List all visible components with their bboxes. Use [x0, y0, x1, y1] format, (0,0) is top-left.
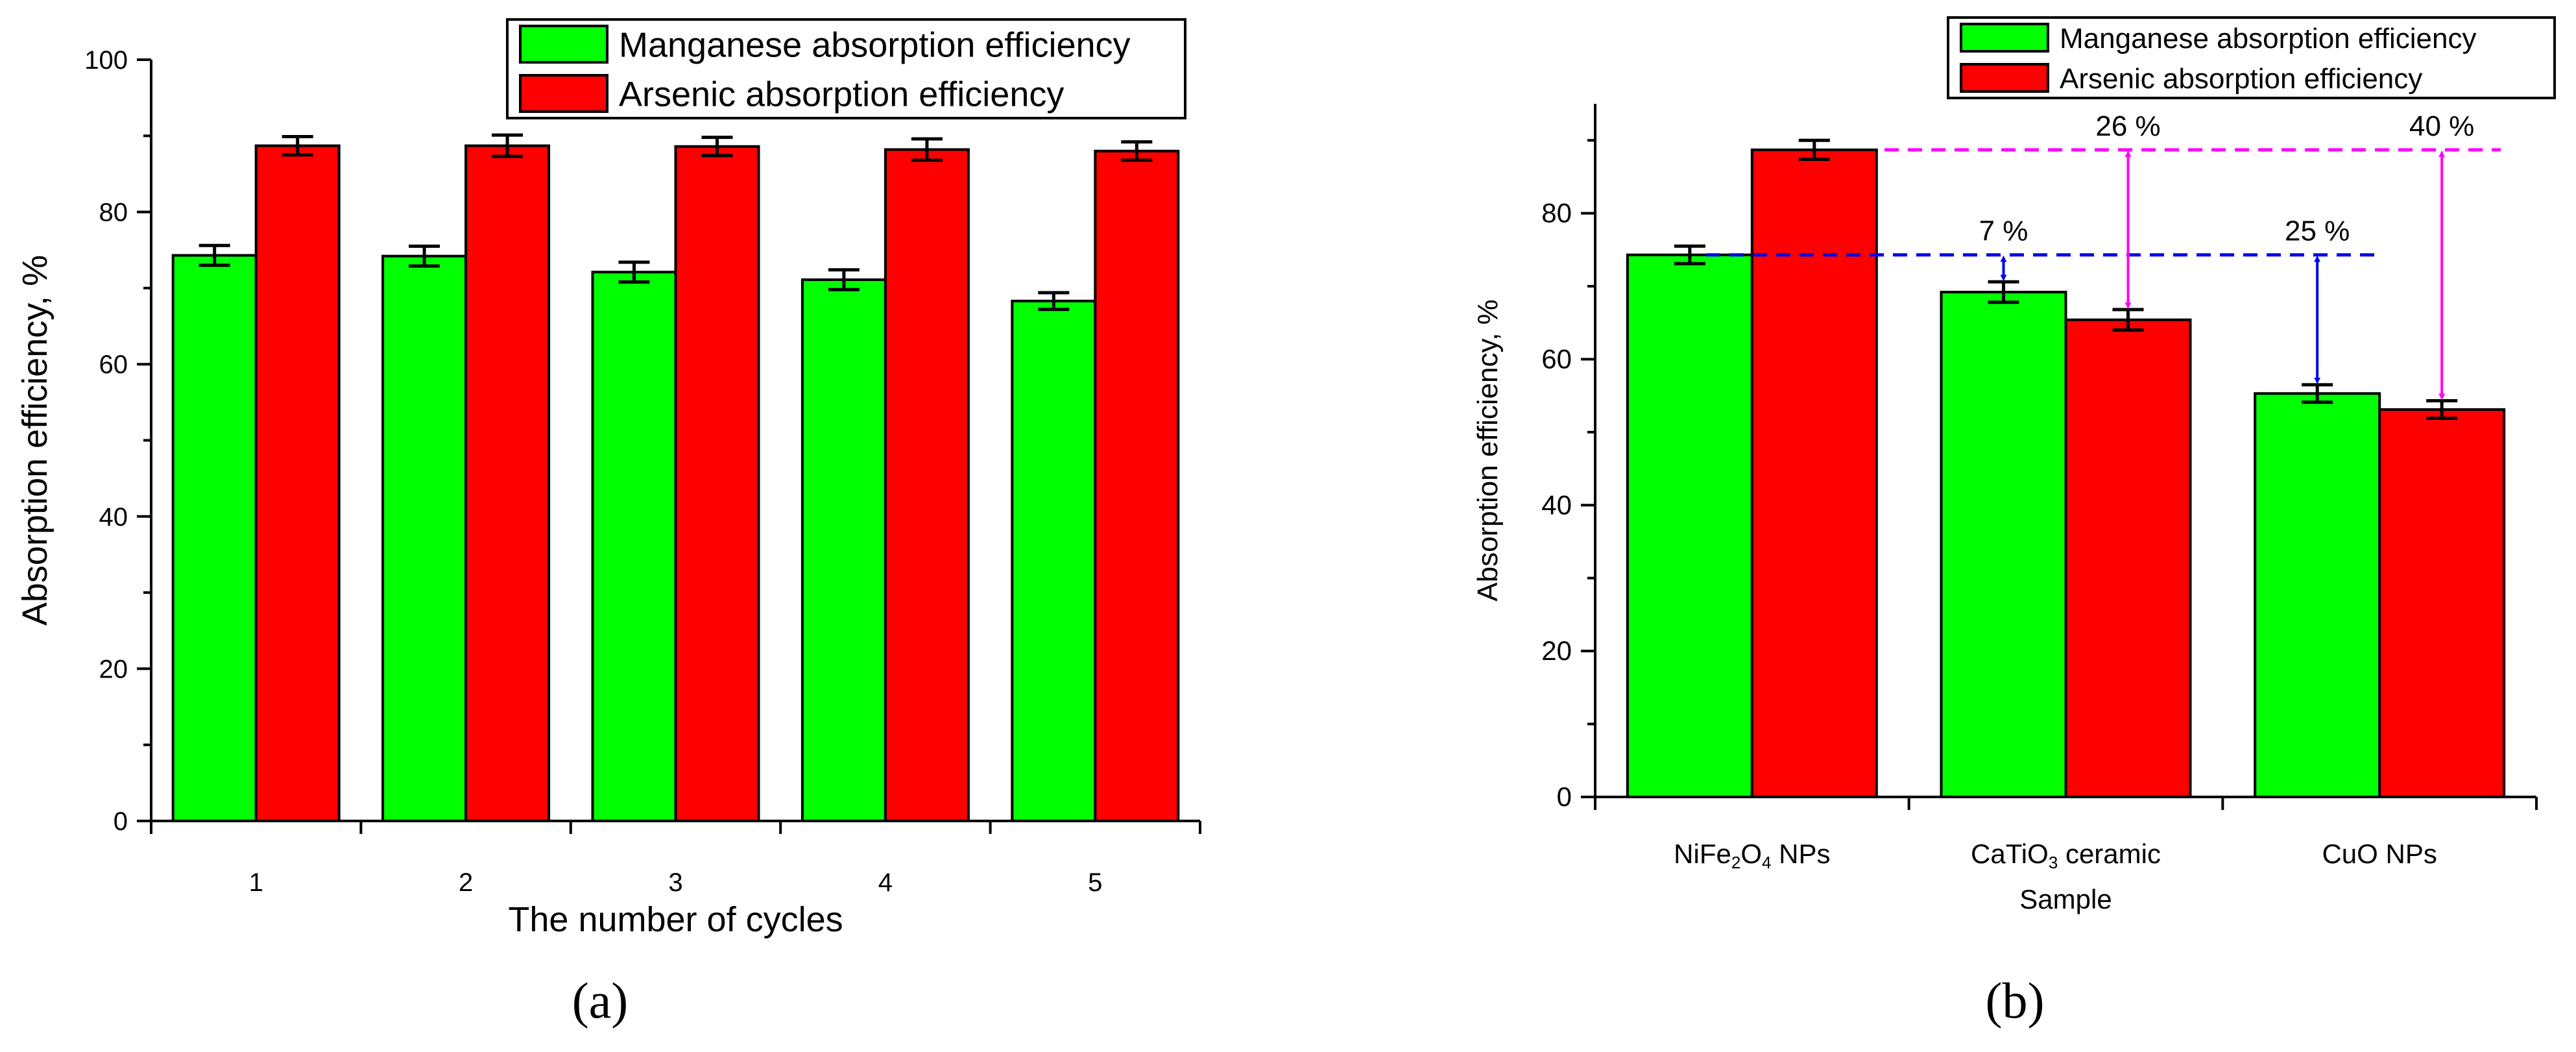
- bar-manganese: [1626, 253, 1753, 798]
- bar-manganese: [2254, 392, 2381, 798]
- x-tick-label: CaTiO3 ceramic: [1971, 838, 2161, 872]
- legend-swatch: [1960, 23, 2049, 53]
- x-tick-label: 1: [249, 868, 263, 897]
- y-axis-title: Absorption efficiency, %: [16, 255, 54, 626]
- legend-entry: Manganese absorption efficiency: [2060, 23, 2477, 55]
- x-tick-label: 4: [878, 868, 893, 897]
- bar-manganese: [1011, 299, 1097, 822]
- bar-manganese: [591, 271, 677, 822]
- y-tick-label: 40: [1541, 489, 1572, 520]
- difference-label: 26 %: [2095, 110, 2160, 142]
- difference-label: 40 %: [2409, 110, 2474, 142]
- y-tick-label: 40: [99, 503, 128, 532]
- panel-label-b: (b): [1986, 972, 2045, 1029]
- legend-swatch: [519, 74, 608, 113]
- y-tick-label: 100: [84, 46, 128, 75]
- x-tick-label-part: ceramic: [2058, 838, 2161, 869]
- legend-box: [506, 18, 1186, 119]
- x-tick-label-line2: Sample: [2019, 884, 2112, 914]
- x-tick-label: 5: [1088, 868, 1102, 897]
- bar-arsenic: [1094, 149, 1180, 822]
- bar-arsenic: [884, 148, 970, 823]
- x-axis-title: The number of cycles: [508, 900, 843, 939]
- chart-panel-a: 0 20 40 60 80 100 1 2 3 4 5 Absorption efficiency, …: [16, 18, 1201, 939]
- bar-arsenic: [464, 144, 551, 823]
- panel-label-a: (a): [572, 972, 629, 1029]
- y-tick-label: 20: [99, 655, 128, 683]
- bar-arsenic: [1750, 148, 1878, 798]
- y-tick-label: 60: [1541, 343, 1572, 374]
- bar-manganese: [381, 254, 468, 823]
- x-tick-label: CuO NPs: [2322, 838, 2437, 869]
- bar-manganese: [800, 278, 887, 822]
- y-tick-label: 60: [99, 350, 128, 379]
- bar-manganese: [171, 254, 258, 822]
- x-tick-label: 3: [668, 868, 682, 897]
- y-tick-label: 80: [1541, 198, 1572, 228]
- y-tick-label: 0: [1557, 781, 1572, 812]
- chart-panel-b: 0 20 40 60 80 NiFe2O4 NPs CaTiO3 ceramic Sample…: [1472, 16, 2556, 914]
- bar-arsenic: [674, 145, 760, 822]
- x-tick-label-part: NiFe: [1674, 838, 1731, 869]
- x-tick-label: NiFe2O4 NPs: [1674, 838, 1830, 872]
- x-tick-label-part: CuO NPs: [2322, 838, 2437, 869]
- difference-label: 25 %: [2285, 215, 2350, 247]
- y-tick-label: 20: [1541, 635, 1572, 666]
- x-tick-label: 2: [459, 868, 473, 897]
- x-tick-label-part: CaTiO: [1971, 838, 2049, 869]
- bar-arsenic: [2064, 318, 2192, 799]
- y-axis-title: Absorption efficiency, %: [1472, 299, 1504, 602]
- x-tick-label-part: O: [1740, 838, 1762, 869]
- x-tick-label-part: 4: [1762, 853, 1771, 872]
- x-tick-label-part: 2: [1731, 853, 1740, 872]
- legend-swatch: [519, 25, 608, 64]
- y-tick-label: 0: [114, 807, 128, 836]
- bar-manganese: [1940, 291, 2067, 798]
- legend-entry: Arsenic absorption efficiency: [619, 75, 1064, 114]
- legend-entry: Arsenic absorption efficiency: [2060, 63, 2422, 95]
- x-tick-label-part: 3: [2049, 853, 2058, 872]
- bar-arsenic: [2378, 408, 2506, 798]
- legend-swatch: [1960, 63, 2049, 93]
- legend-entry: Manganese absorption efficiency: [619, 25, 1131, 64]
- y-tick-label: 80: [99, 199, 128, 227]
- difference-label: 7 %: [1979, 215, 2028, 247]
- bar-arsenic: [254, 144, 341, 823]
- x-tick-label-part: NPs: [1771, 838, 1830, 869]
